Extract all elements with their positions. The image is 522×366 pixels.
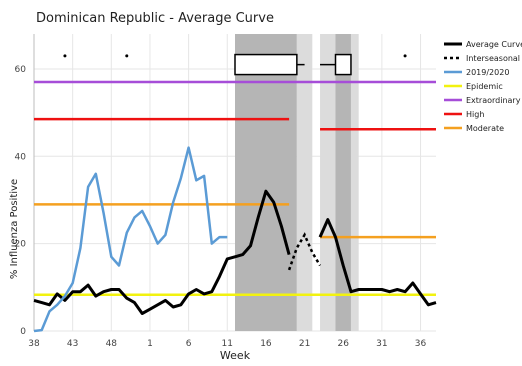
legend-label: Moderate [466,124,504,133]
boxplot-box [334,53,352,76]
legend-label: Average Curve [466,40,522,49]
x-axis-ticks: 38 43 48 1 6 11 16 21 26 31 36 [28,339,426,349]
season-band-light [296,34,313,331]
y-tick-label: 60 [15,65,27,75]
x-tick-label: 11 [222,339,233,349]
x-tick-label: 38 [28,339,40,349]
outlier-point [125,54,129,58]
x-tick-label: 1 [147,339,153,349]
peak-boxplots [234,53,352,76]
x-tick-label: 26 [338,339,350,349]
x-tick-label: 36 [415,339,427,349]
y-axis-label: % Influenza Positive [9,179,20,279]
y-axis-ticks: 0 20 40 60 [15,65,27,337]
y-tick-label: 40 [15,152,27,162]
x-tick-label: 31 [376,339,387,349]
y-tick-label: 0 [20,327,26,337]
chart-title: Dominican Republic - Average Curve [36,11,274,26]
season-bands [235,34,359,331]
legend-label: Interseasonal [466,54,520,63]
threshold-lines [34,80,436,296]
season-band-dark [235,34,297,331]
y-tick-label: 20 [15,240,27,250]
x-tick-label: 6 [186,339,192,349]
x-tick-label: 48 [106,339,118,349]
outlier-point [403,54,407,58]
series-2019-2020-line [33,146,228,333]
season-band-light [350,34,359,331]
x-axis-label: Week [220,349,251,362]
x-tick-label: 21 [299,339,310,349]
legend: Average Curve Interseasonal 2019/2020 Epide… [444,40,522,133]
outlier-points [63,54,407,58]
average-curve-line [33,189,291,315]
season-band-light [320,34,336,331]
series-lines [33,146,437,333]
interseasonal-line [287,232,322,271]
legend-label: 2019/2020 [466,68,509,77]
boxplot-box [234,53,298,76]
average-curve-line [318,218,437,307]
x-tick-label: 43 [67,339,78,349]
x-tick-label: 16 [260,339,272,349]
legend-label: Epidemic [466,82,503,91]
legend-label: High [466,110,484,119]
outlier-point [63,54,67,58]
legend-label: Extraordinary [466,96,521,105]
